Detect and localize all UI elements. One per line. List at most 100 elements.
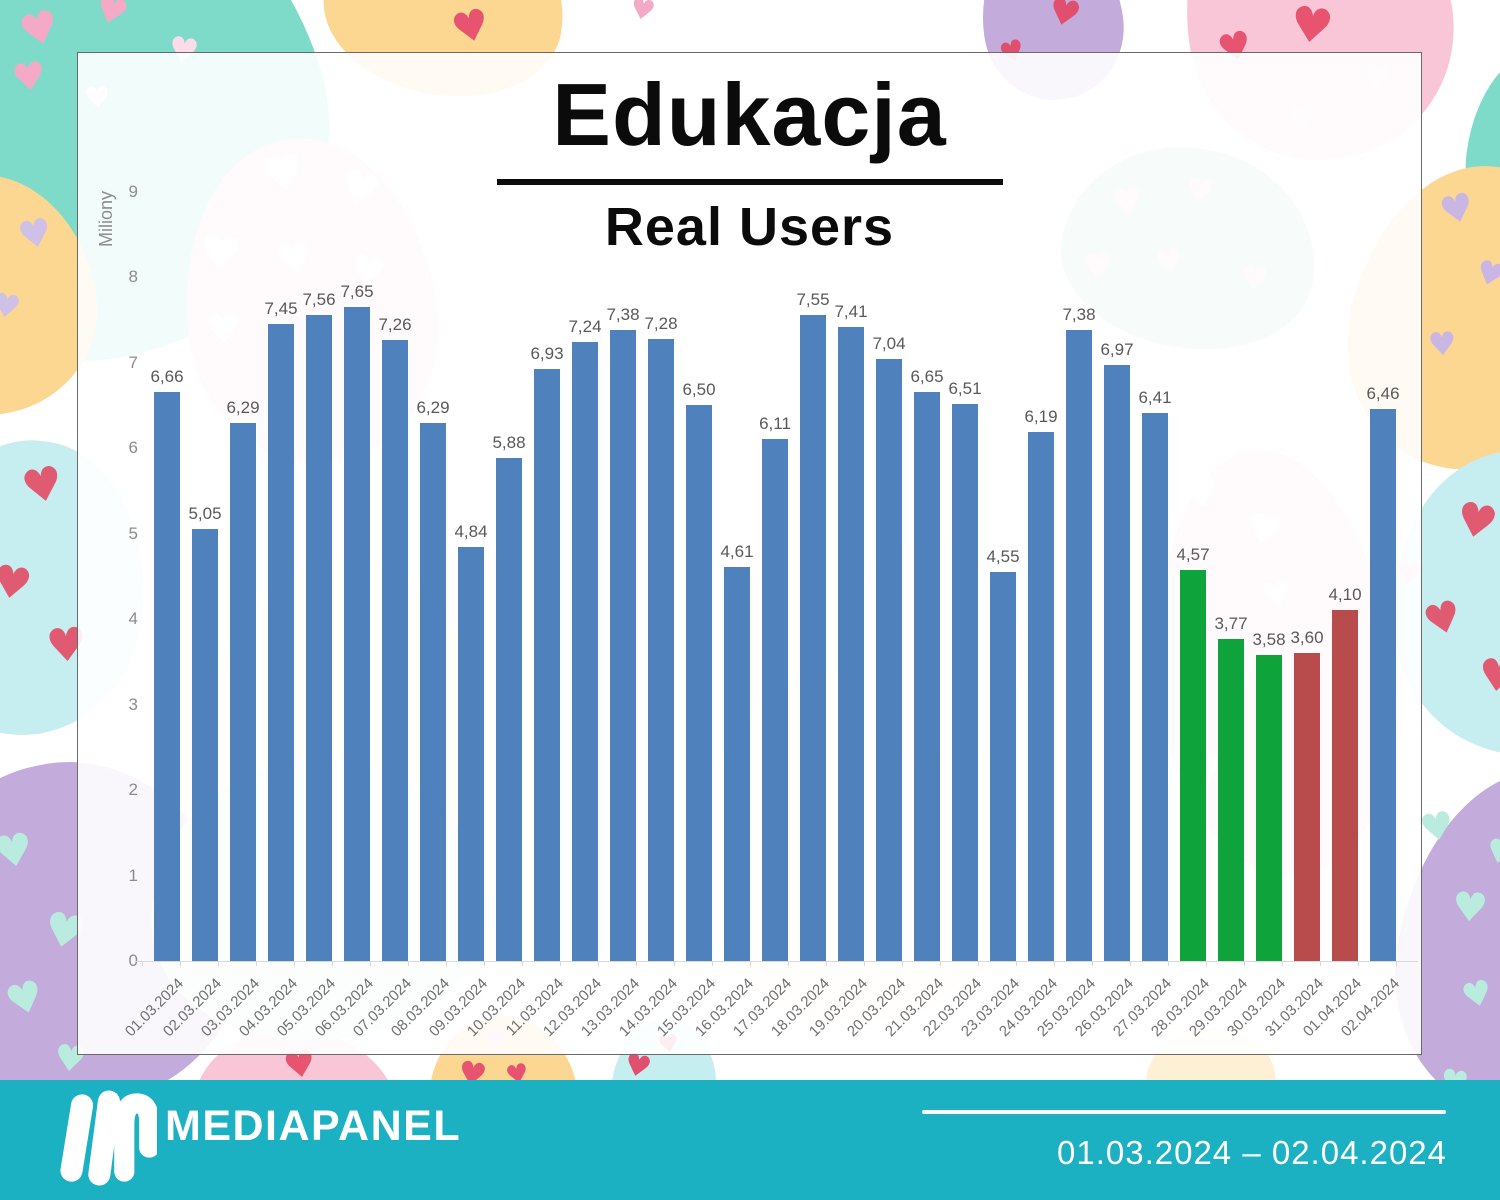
- bar-value-label: 7,26: [378, 315, 412, 335]
- bars-row: 6,66 5,05 6,29 7,45 7,56 7,65 7,26 6,29 4,84 5,88…: [148, 53, 1402, 961]
- bar-value-label: 6,93: [530, 343, 564, 363]
- heart-icon: ♥: [1450, 490, 1500, 552]
- bar-slot: 3,60: [1288, 53, 1326, 961]
- bar-slot: 7,24: [566, 53, 604, 961]
- heart-icon: ♥: [1416, 802, 1458, 852]
- bar-slot: 5,88: [490, 53, 528, 961]
- bar: [154, 391, 180, 961]
- bar-slot: 4,55: [984, 53, 1022, 961]
- heart-icon: ♥: [626, 0, 659, 29]
- bar-slot: 4,10: [1326, 53, 1364, 961]
- y-tick-label: 1: [128, 865, 138, 885]
- bar: [534, 368, 560, 961]
- y-tick-label: 3: [128, 694, 138, 714]
- bar-slot: 7,55: [794, 53, 832, 961]
- bar-slot: 7,65: [338, 53, 376, 961]
- bar-value-label: 7,41: [834, 302, 868, 322]
- bar-value-label: 4,84: [454, 522, 488, 542]
- bar-value-label: 6,46: [1366, 383, 1400, 403]
- bar-slot: 6,29: [414, 53, 452, 961]
- bar-value-label: 7,24: [568, 316, 602, 336]
- bar-value-label: 6,65: [910, 367, 944, 387]
- x-axis-tick-marks: [142, 961, 1408, 966]
- bar-slot: 7,38: [1060, 53, 1098, 961]
- bar: [230, 423, 256, 961]
- bar-slot: 3,58: [1250, 53, 1288, 961]
- bar-slot: 6,50: [680, 53, 718, 961]
- y-tick-label: 5: [128, 523, 138, 543]
- bar: [1294, 653, 1320, 961]
- bar-value-label: 6,29: [226, 398, 260, 418]
- brand-name: MEDIAPANEL: [165, 1102, 462, 1150]
- bar-value-label: 6,66: [150, 366, 184, 386]
- bar-slot: 7,38: [604, 53, 642, 961]
- y-ticks: 0 1 2 3 4 5 6 7 8 9: [106, 53, 138, 1054]
- bar-slot: 7,56: [300, 53, 338, 961]
- bar-value-label: 6,50: [682, 380, 716, 400]
- bar-slot: 4,84: [452, 53, 490, 961]
- bar-value-label: 7,38: [1062, 305, 1096, 325]
- bar: [610, 330, 636, 961]
- bar: [686, 405, 712, 961]
- bar: [1028, 431, 1054, 961]
- bar-value-label: 5,05: [188, 504, 222, 524]
- x-labels-row: 01.03.2024 02.03.2024 03.03.2024 04.03.2024…: [121, 975, 1404, 1041]
- heart-icon: ♥: [1286, 0, 1337, 57]
- bar: [1066, 330, 1092, 961]
- bar-slot: 3,77: [1212, 53, 1250, 961]
- bar: [572, 341, 598, 961]
- bar-slot: 6,66: [148, 53, 186, 961]
- bar: [420, 423, 446, 961]
- bar: [382, 340, 408, 961]
- bar: [306, 314, 332, 961]
- bar-value-label: 3,58: [1252, 629, 1286, 649]
- bar-value-label: 7,04: [872, 334, 906, 354]
- bar: [914, 392, 940, 961]
- y-tick-label: 2: [128, 780, 138, 799]
- y-tick-label: 8: [128, 267, 138, 286]
- bar: [1218, 638, 1244, 961]
- bar: [496, 458, 522, 961]
- bar-slot: 6,93: [528, 53, 566, 961]
- bar-slot: 7,04: [870, 53, 908, 961]
- bar: [192, 529, 218, 961]
- heart-icon: ♥: [1475, 649, 1500, 704]
- y-tick-label: 7: [128, 352, 138, 372]
- bar-value-label: 6,29: [416, 398, 450, 418]
- bar-value-label: 3,60: [1290, 628, 1324, 648]
- bar-value-label: 6,51: [948, 379, 982, 399]
- bar-slot: 4,57: [1174, 53, 1212, 961]
- bar-value-label: 3,77: [1214, 613, 1248, 633]
- bar-slot: 6,97: [1098, 53, 1136, 961]
- bar-slot: 4,61: [718, 53, 756, 961]
- bar-value-label: 6,97: [1100, 340, 1134, 360]
- chart-subtitle: Real Users: [604, 197, 895, 258]
- bar-slot: 7,26: [376, 53, 414, 961]
- bar: [1256, 654, 1282, 961]
- y-tick-label: 0: [128, 951, 138, 970]
- bar-slot: 6,65: [908, 53, 946, 961]
- bar: [1370, 408, 1396, 961]
- bar: [1180, 570, 1206, 961]
- bar-slot: 6,11: [756, 53, 794, 961]
- footer-bar: MEDIAPANEL 01.03.2024 – 02.04.2024: [0, 1080, 1500, 1200]
- heart-icon: ♥: [1450, 883, 1490, 933]
- bar-value-label: 4,10: [1328, 585, 1362, 605]
- bar-value-label: 4,57: [1176, 545, 1210, 565]
- mediapanel-logo-icon: [60, 1090, 157, 1186]
- bar-slot: 6,29: [224, 53, 262, 961]
- bar: [990, 571, 1016, 961]
- bar: [344, 306, 370, 961]
- bar: [724, 566, 750, 961]
- bar-value-label: 5,88: [492, 433, 526, 453]
- chart-title: Edukacja: [552, 65, 947, 164]
- bar-slot: 6,19: [1022, 53, 1060, 961]
- bar: [952, 404, 978, 961]
- heart-icon: ♥: [1426, 324, 1458, 364]
- bar: [800, 315, 826, 961]
- bar: [1332, 610, 1358, 961]
- bar-slot: 7,41: [832, 53, 870, 961]
- bar-value-label: 4,55: [986, 546, 1020, 566]
